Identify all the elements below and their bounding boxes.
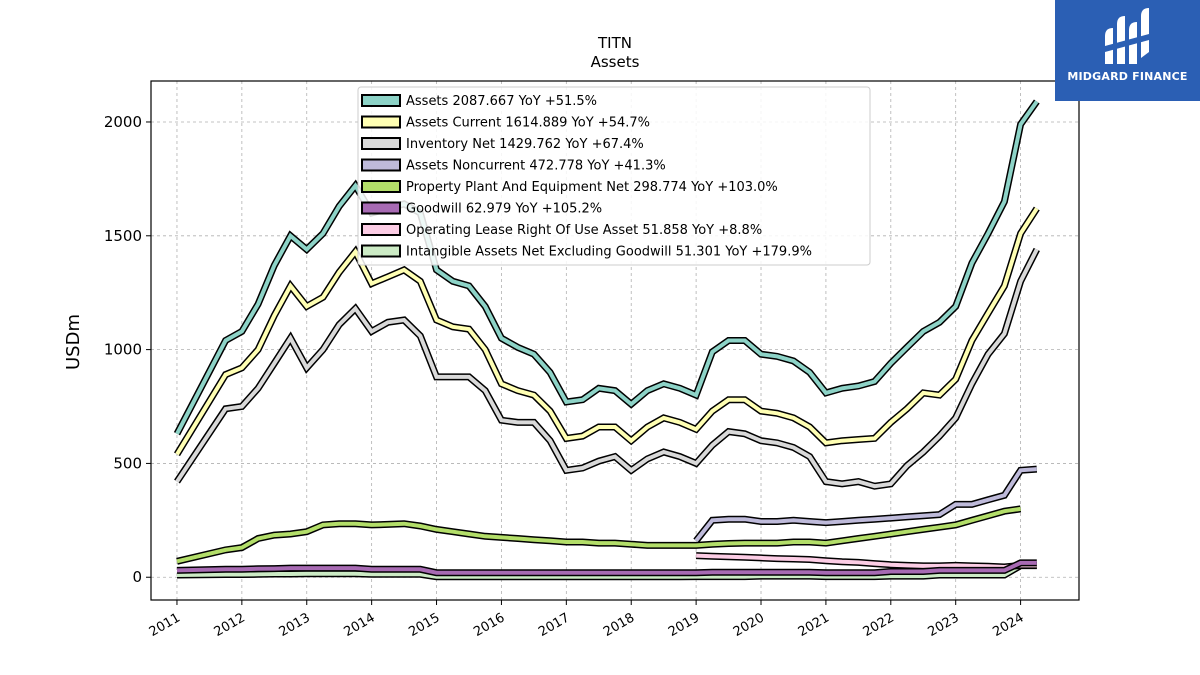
brand-name: MIDGARD FINANCE xyxy=(1067,70,1188,83)
legend-label: Operating Lease Right Of Use Asset 51.85… xyxy=(406,223,762,238)
series-lines xyxy=(173,99,1040,581)
y-tick-label: 1000 xyxy=(104,341,142,359)
series-line xyxy=(175,207,1039,456)
x-tick-label: 2016 xyxy=(471,610,507,640)
x-tick-label: 2014 xyxy=(341,610,377,640)
x-tick-label: 2018 xyxy=(601,610,637,640)
series-line xyxy=(175,100,1039,435)
legend-label: Property Plant And Equipment Net 298.774… xyxy=(406,180,778,195)
legend-label: Intangible Assets Net Excluding Goodwill… xyxy=(406,245,812,260)
legend-label: Inventory Net 1429.762 YoY +67.4% xyxy=(406,137,644,152)
x-tick-label: 2011 xyxy=(147,610,183,640)
legend-label: Assets Noncurrent 472.778 YoY +41.3% xyxy=(406,159,666,174)
legend-swatch xyxy=(361,137,401,150)
y-tick-label: 1500 xyxy=(104,227,142,245)
x-tick-label: 2021 xyxy=(796,610,832,640)
legend-swatch xyxy=(361,244,401,258)
legend-swatch xyxy=(361,180,401,193)
series-line xyxy=(694,467,1037,543)
legend-swatch xyxy=(361,94,401,107)
x-tick-label: 2015 xyxy=(406,610,442,640)
x-tick-label: 2020 xyxy=(731,610,767,640)
legend-swatch xyxy=(361,115,401,129)
series-line xyxy=(176,560,1037,575)
legend-swatch xyxy=(361,223,401,236)
series-line xyxy=(175,248,1039,489)
legend-box xyxy=(357,86,871,266)
series-line xyxy=(176,506,1021,564)
y-tick-label: 500 xyxy=(113,454,142,472)
series-line-outline xyxy=(693,465,1038,543)
x-tick-label: 2019 xyxy=(666,610,702,640)
y-tick-label: 2000 xyxy=(104,113,142,131)
legend: Assets 2087.667 YoY +51.5% Assets Current… xyxy=(357,86,871,266)
chart-title: TITN xyxy=(597,34,632,52)
brand-logo: MIDGARD FINANCE xyxy=(1055,0,1200,101)
x-tick-label: 2023 xyxy=(926,610,962,640)
legend-label: Goodwill 62.979 YoY +105.2% xyxy=(406,202,602,217)
legend-swatch xyxy=(361,201,401,215)
brand-mark-icon xyxy=(1105,8,1149,64)
legend-label: Assets Current 1614.889 YoY +54.7% xyxy=(406,116,650,131)
x-tick-label: 2022 xyxy=(861,610,897,640)
x-tick-label: 2017 xyxy=(536,610,572,640)
series-line xyxy=(176,563,1037,579)
x-tick-label: 2013 xyxy=(277,610,313,640)
legend-swatch xyxy=(361,158,401,172)
legend-label: Assets 2087.667 YoY +51.5% xyxy=(406,94,597,109)
y-axis-label: USDm xyxy=(63,314,84,370)
series-line xyxy=(696,553,1037,570)
x-tick-label: 2024 xyxy=(990,610,1026,640)
x-tick-label: 2012 xyxy=(212,610,248,640)
chart-subtitle: Assets xyxy=(591,53,640,71)
plot-frame xyxy=(150,80,1080,601)
y-tick-label: 0 xyxy=(132,568,142,586)
